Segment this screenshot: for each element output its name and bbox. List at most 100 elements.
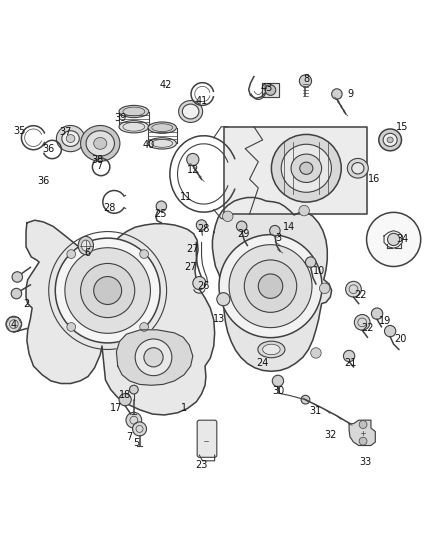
Text: 20: 20 (394, 334, 406, 344)
Circle shape (156, 201, 166, 212)
Polygon shape (224, 127, 367, 214)
Text: 13: 13 (213, 314, 225, 324)
Text: 26: 26 (198, 281, 210, 291)
Ellipse shape (352, 163, 364, 174)
Circle shape (371, 308, 383, 319)
Circle shape (67, 322, 76, 332)
Polygon shape (117, 330, 193, 385)
Circle shape (367, 212, 421, 266)
Text: 25: 25 (154, 209, 166, 219)
Circle shape (270, 225, 280, 236)
Circle shape (299, 205, 309, 216)
Text: 6: 6 (84, 248, 90, 259)
Ellipse shape (86, 131, 114, 156)
Text: 36: 36 (42, 144, 55, 155)
Circle shape (140, 250, 148, 259)
Circle shape (258, 274, 283, 298)
Text: 16: 16 (368, 174, 380, 184)
Ellipse shape (94, 138, 107, 149)
Ellipse shape (379, 129, 402, 151)
Text: 12: 12 (187, 165, 199, 175)
Ellipse shape (119, 120, 149, 133)
Ellipse shape (78, 236, 93, 255)
Circle shape (305, 257, 316, 268)
Circle shape (244, 260, 297, 312)
Text: 24: 24 (257, 358, 269, 368)
Text: 23: 23 (195, 460, 208, 470)
Circle shape (11, 288, 21, 299)
Text: 18: 18 (119, 390, 131, 400)
Text: 27: 27 (184, 262, 197, 272)
Ellipse shape (148, 122, 177, 133)
Text: 32: 32 (324, 430, 336, 440)
Polygon shape (26, 220, 215, 415)
Text: 1: 1 (181, 403, 187, 414)
Circle shape (299, 75, 311, 87)
Circle shape (65, 248, 150, 333)
Text: 11: 11 (180, 192, 192, 201)
Text: 19: 19 (379, 316, 391, 326)
Text: 36: 36 (37, 176, 49, 187)
Text: 17: 17 (110, 403, 123, 414)
Text: 21: 21 (344, 358, 356, 368)
Text: 28: 28 (103, 203, 115, 213)
Text: 27: 27 (187, 244, 199, 254)
Text: 34: 34 (396, 235, 409, 245)
Circle shape (237, 221, 247, 231)
Circle shape (196, 220, 207, 230)
Text: 3: 3 (275, 233, 281, 243)
FancyBboxPatch shape (197, 420, 217, 457)
Ellipse shape (182, 104, 199, 119)
Ellipse shape (347, 158, 368, 178)
Text: 41: 41 (195, 96, 208, 107)
Text: 40: 40 (143, 140, 155, 150)
Text: 29: 29 (237, 229, 249, 239)
Ellipse shape (62, 131, 79, 147)
Ellipse shape (81, 240, 90, 251)
Text: 38: 38 (92, 155, 104, 165)
Ellipse shape (291, 154, 321, 182)
Circle shape (187, 154, 199, 166)
Ellipse shape (258, 341, 285, 358)
Text: 35: 35 (13, 126, 25, 136)
Circle shape (346, 281, 361, 297)
Text: 9: 9 (347, 89, 353, 99)
Circle shape (388, 233, 400, 246)
Circle shape (55, 238, 160, 343)
Text: 4: 4 (11, 320, 17, 330)
Ellipse shape (81, 125, 120, 161)
Text: 43: 43 (261, 83, 273, 93)
Text: 7: 7 (127, 432, 133, 442)
Circle shape (229, 245, 312, 328)
Circle shape (12, 272, 22, 282)
Ellipse shape (387, 137, 393, 143)
Ellipse shape (263, 344, 280, 354)
Circle shape (359, 437, 367, 445)
Text: 28: 28 (198, 224, 210, 235)
Text: 15: 15 (396, 122, 409, 132)
Circle shape (359, 421, 367, 429)
Circle shape (319, 283, 330, 294)
Text: 14: 14 (283, 222, 295, 232)
Ellipse shape (300, 162, 313, 174)
Text: 22: 22 (355, 290, 367, 300)
Circle shape (67, 250, 76, 259)
Circle shape (140, 322, 148, 332)
Ellipse shape (66, 135, 75, 142)
Text: 8: 8 (303, 74, 309, 84)
Circle shape (219, 235, 322, 338)
Ellipse shape (383, 133, 397, 147)
Circle shape (311, 348, 321, 358)
Circle shape (133, 422, 147, 436)
Ellipse shape (57, 125, 85, 152)
Text: 7: 7 (96, 161, 102, 171)
Circle shape (385, 326, 396, 337)
Polygon shape (262, 83, 279, 97)
Text: 22: 22 (361, 322, 374, 333)
Circle shape (223, 211, 233, 222)
Ellipse shape (281, 144, 332, 192)
Text: 30: 30 (272, 386, 284, 396)
Ellipse shape (179, 101, 203, 123)
Text: 10: 10 (313, 266, 325, 276)
Circle shape (217, 293, 230, 306)
